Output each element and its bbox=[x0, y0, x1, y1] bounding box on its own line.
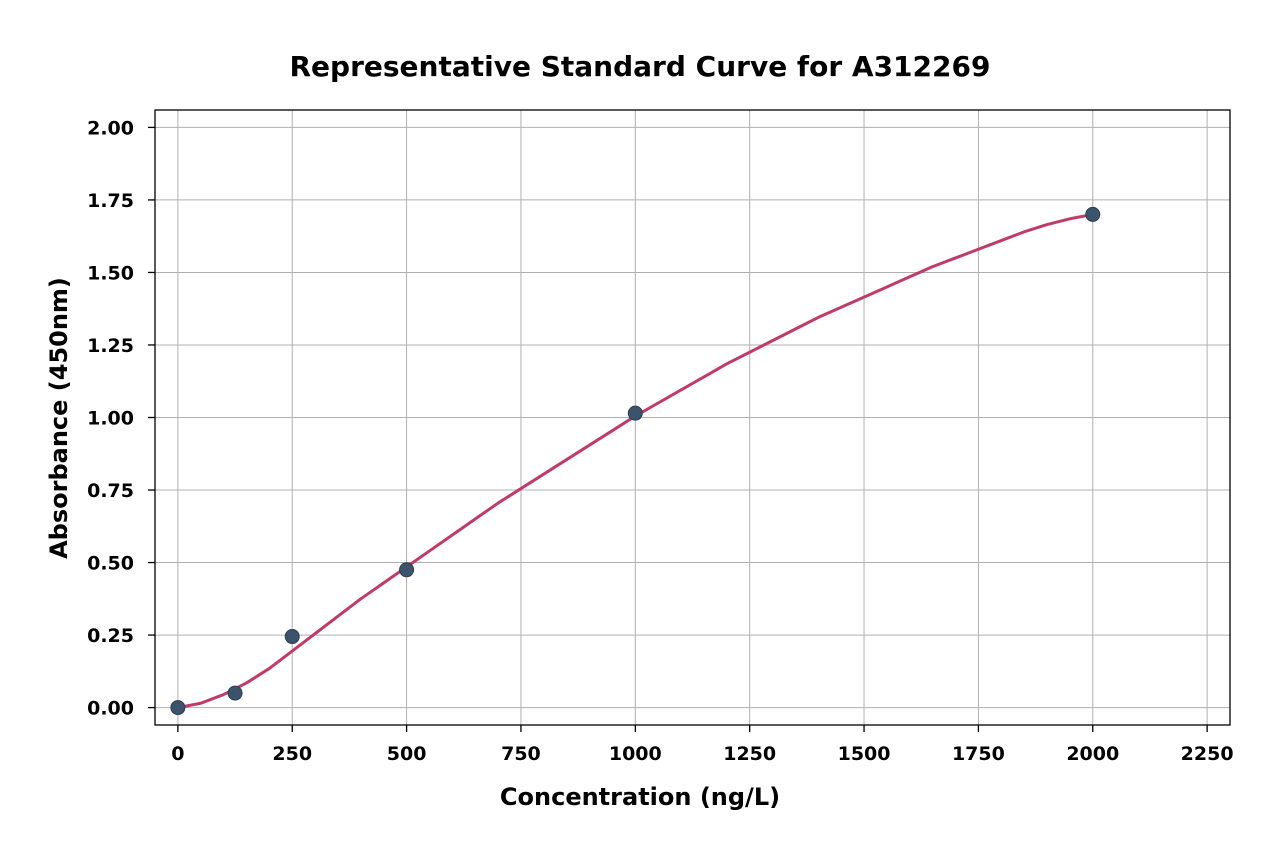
x-tick-label: 2000 bbox=[1066, 743, 1119, 765]
x-tick-label: 1500 bbox=[838, 743, 891, 765]
x-tick-label: 1750 bbox=[952, 743, 1005, 765]
x-tick-label: 500 bbox=[387, 743, 427, 765]
y-tick-label: 1.25 bbox=[87, 335, 134, 357]
y-tick-label: 1.75 bbox=[87, 190, 134, 212]
x-tick-label: 1250 bbox=[723, 743, 776, 765]
y-tick-label: 0.75 bbox=[87, 480, 134, 502]
y-tick-label: 0.00 bbox=[87, 698, 134, 720]
data-point bbox=[228, 686, 242, 700]
y-tick-label: 0.50 bbox=[87, 553, 134, 575]
x-tick-label: 750 bbox=[501, 743, 541, 765]
x-tick-label: 1000 bbox=[609, 743, 662, 765]
y-axis-label: Absorbance (450nm) bbox=[45, 168, 73, 668]
chart-svg: 0 250 500 750 1000 1250 1500 1750 2000 2250 0.00 0.… bbox=[0, 0, 1280, 845]
y-tick-label: 2.00 bbox=[87, 117, 134, 139]
data-point bbox=[628, 406, 642, 420]
x-tick-label: 250 bbox=[272, 743, 312, 765]
chart-title: Representative Standard Curve for A31226… bbox=[0, 50, 1280, 83]
x-tick-label: 0 bbox=[171, 743, 184, 765]
data-point bbox=[400, 563, 414, 577]
data-point bbox=[285, 630, 299, 644]
data-point bbox=[171, 701, 185, 715]
y-tick-label: 1.50 bbox=[87, 262, 134, 284]
data-point bbox=[1086, 207, 1100, 221]
y-tick-label: 1.00 bbox=[87, 408, 134, 430]
x-axis-label: Concentration (ng/L) bbox=[0, 783, 1280, 811]
x-tick-label: 2250 bbox=[1181, 743, 1234, 765]
chart-container: 0 250 500 750 1000 1250 1500 1750 2000 2250 0.00 0.… bbox=[0, 0, 1280, 845]
y-tick-label: 0.25 bbox=[87, 625, 134, 647]
